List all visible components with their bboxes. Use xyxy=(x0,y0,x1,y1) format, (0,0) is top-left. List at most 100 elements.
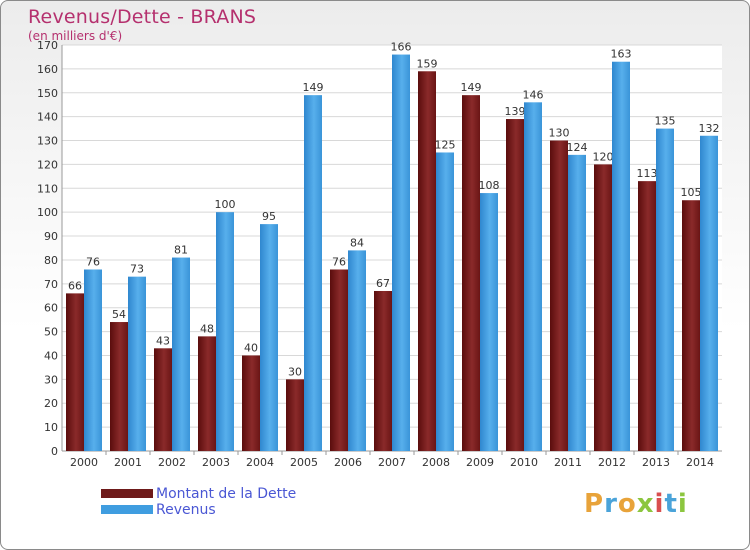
data-label-revenus: 149 xyxy=(303,81,324,94)
x-tick-label: 2007 xyxy=(378,456,406,469)
legend-swatch-revenus xyxy=(101,505,153,514)
y-tick-label: 140 xyxy=(37,111,58,124)
bar-revenus xyxy=(260,224,278,451)
y-tick-label: 90 xyxy=(44,230,58,243)
data-label-dette: 105 xyxy=(681,186,702,199)
bar-dette xyxy=(594,164,612,452)
x-tick-label: 2013 xyxy=(642,456,670,469)
data-label-revenus: 84 xyxy=(350,236,364,249)
bar-revenus xyxy=(436,152,454,451)
bar-revenus xyxy=(612,61,630,451)
x-tick-label: 2012 xyxy=(598,456,626,469)
x-tick-label: 2010 xyxy=(510,456,538,469)
data-label-dette: 149 xyxy=(461,81,482,94)
data-label-revenus: 73 xyxy=(130,263,144,276)
data-label-dette: 43 xyxy=(156,334,170,347)
y-tick-label: 110 xyxy=(37,182,58,195)
data-label-revenus: 135 xyxy=(655,115,676,128)
data-label-revenus: 146 xyxy=(523,88,544,101)
x-tick-label: 2003 xyxy=(202,456,230,469)
y-tick-label: 70 xyxy=(44,278,58,291)
bar-revenus xyxy=(84,269,102,451)
legend-swatch-dette xyxy=(101,489,153,498)
x-tick-label: 2005 xyxy=(290,456,318,469)
y-tick-label: 80 xyxy=(44,254,58,267)
bar-dette xyxy=(242,355,260,451)
bar-revenus xyxy=(172,257,190,451)
logo-letter: r xyxy=(604,489,618,519)
bar-revenus xyxy=(216,212,234,451)
logo-letter: i xyxy=(654,489,665,519)
data-label-dette: 54 xyxy=(112,308,126,321)
bar-dette xyxy=(462,95,480,451)
x-tick-label: 2014 xyxy=(686,456,714,469)
bar-revenus xyxy=(392,54,410,451)
bar-dette xyxy=(638,181,656,452)
y-tick-label: 150 xyxy=(37,87,58,100)
x-tick-label: 2002 xyxy=(158,456,186,469)
x-tick-label: 2011 xyxy=(554,456,582,469)
data-label-dette: 130 xyxy=(549,127,570,140)
bar-revenus xyxy=(304,95,322,451)
chart-subtitle: (en milliers d'€) xyxy=(28,29,123,43)
logo-letter: o xyxy=(617,489,637,519)
data-label-revenus: 124 xyxy=(567,141,588,154)
data-label-dette: 48 xyxy=(200,322,214,335)
data-label-revenus: 100 xyxy=(215,198,236,211)
x-tick-label: 2004 xyxy=(246,456,274,469)
bar-dette xyxy=(550,140,568,451)
data-label-revenus: 108 xyxy=(479,179,500,192)
legend-label-dette: Montant de la Dette xyxy=(156,486,297,502)
data-label-dette: 66 xyxy=(68,279,82,292)
data-label-dette: 76 xyxy=(332,255,346,268)
logo-letter: i xyxy=(677,489,688,519)
data-label-revenus: 132 xyxy=(699,122,720,135)
bar-dette xyxy=(110,322,128,451)
y-tick-label: 130 xyxy=(37,135,58,148)
data-label-dette: 40 xyxy=(244,341,258,354)
y-tick-label: 10 xyxy=(44,421,58,434)
data-label-dette: 120 xyxy=(593,150,614,163)
bar-dette xyxy=(154,348,172,451)
data-label-dette: 139 xyxy=(505,105,526,118)
bar-revenus xyxy=(656,128,674,451)
chart-title: Revenus/Dette - BRANS xyxy=(28,6,257,28)
bar-dette xyxy=(506,119,524,452)
x-tick-label: 2008 xyxy=(422,456,450,469)
bar-revenus xyxy=(568,154,586,451)
data-label-revenus: 95 xyxy=(262,210,276,223)
bar-revenus xyxy=(524,102,542,451)
logo-letter: x xyxy=(636,489,655,519)
data-label-dette: 159 xyxy=(417,57,438,70)
data-label-revenus: 166 xyxy=(391,41,412,54)
data-label-dette: 113 xyxy=(637,167,658,180)
y-tick-label: 50 xyxy=(44,326,58,339)
bar-revenus xyxy=(480,193,498,451)
y-tick-label: 40 xyxy=(44,349,58,362)
legend-label-revenus: Revenus xyxy=(156,502,216,518)
data-label-dette: 30 xyxy=(288,365,302,378)
y-tick-label: 160 xyxy=(37,63,58,76)
y-tick-label: 120 xyxy=(37,158,58,171)
y-tick-label: 20 xyxy=(44,397,58,410)
bar-revenus xyxy=(128,276,146,451)
logo-letter: P xyxy=(584,489,605,519)
y-tick-label: 100 xyxy=(37,206,58,219)
x-tick-label: 2009 xyxy=(466,456,494,469)
data-label-dette: 67 xyxy=(376,277,390,290)
data-label-revenus: 76 xyxy=(86,255,100,268)
bar-dette xyxy=(418,71,436,451)
x-tick-label: 2000 xyxy=(70,456,98,469)
bar-revenus xyxy=(348,250,366,451)
logo-letter: t xyxy=(664,489,678,519)
y-tick-label: 0 xyxy=(51,445,58,458)
x-tick-label: 2006 xyxy=(334,456,362,469)
bar-dette xyxy=(330,269,348,451)
y-tick-label: 60 xyxy=(44,302,58,315)
bar-revenus xyxy=(700,135,718,452)
proxiti-logo: Proxiti xyxy=(584,489,688,519)
y-tick-label: 170 xyxy=(37,39,58,52)
y-tick-label: 30 xyxy=(44,373,58,386)
